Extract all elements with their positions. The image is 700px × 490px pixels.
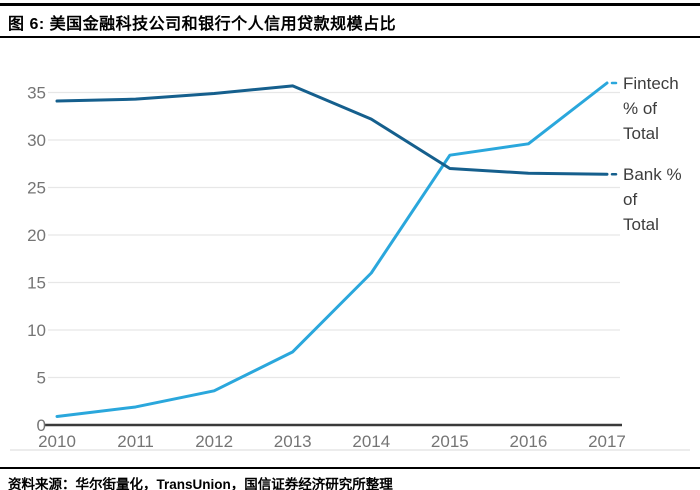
bank-line [55, 84, 609, 176]
fintech-series-label: Fintech% of Total [623, 74, 679, 143]
y-tick-label: 25 [27, 179, 46, 198]
x-tick-label: 2012 [195, 432, 233, 451]
figure-title: 图 6: 美国金融科技公司和银行个人信用贷款规模占比 [8, 16, 397, 33]
y-tick-label: 35 [27, 84, 46, 103]
footer-rule [0, 467, 700, 469]
y-tick-label: 30 [27, 131, 46, 150]
y-tick-label: 0 [37, 416, 46, 435]
x-tick-label: 2017 [588, 432, 626, 451]
header-bottom-rule [0, 36, 700, 38]
fintech-line [55, 81, 609, 418]
x-tick-label: 2014 [352, 432, 390, 451]
header-top-rule [0, 3, 700, 6]
x-tick-label: 2016 [510, 432, 548, 451]
y-tick-label: 5 [37, 369, 46, 388]
y-tick-label: 15 [27, 274, 46, 293]
x-tick-label: 2013 [274, 432, 312, 451]
source-note: 资料来源：华尔街量化，TransUnion，国信证券经济研究所整理 [8, 477, 393, 490]
x-tick-label: 2015 [431, 432, 469, 451]
x-tick-label: 2011 [117, 432, 154, 451]
y-tick-label: 20 [27, 226, 46, 245]
y-tick-label: 10 [27, 321, 46, 340]
line-chart: 0 5 10 15 20 25 30 35 2010 2011 2012 2013 2014 2015 20… [10, 74, 690, 451]
x-tick-label: 2010 [38, 432, 76, 451]
bank-series-label: Bank % of Total [623, 165, 682, 234]
